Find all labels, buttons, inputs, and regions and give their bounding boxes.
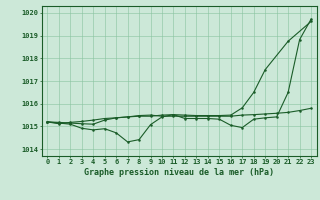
X-axis label: Graphe pression niveau de la mer (hPa): Graphe pression niveau de la mer (hPa) — [84, 168, 274, 177]
